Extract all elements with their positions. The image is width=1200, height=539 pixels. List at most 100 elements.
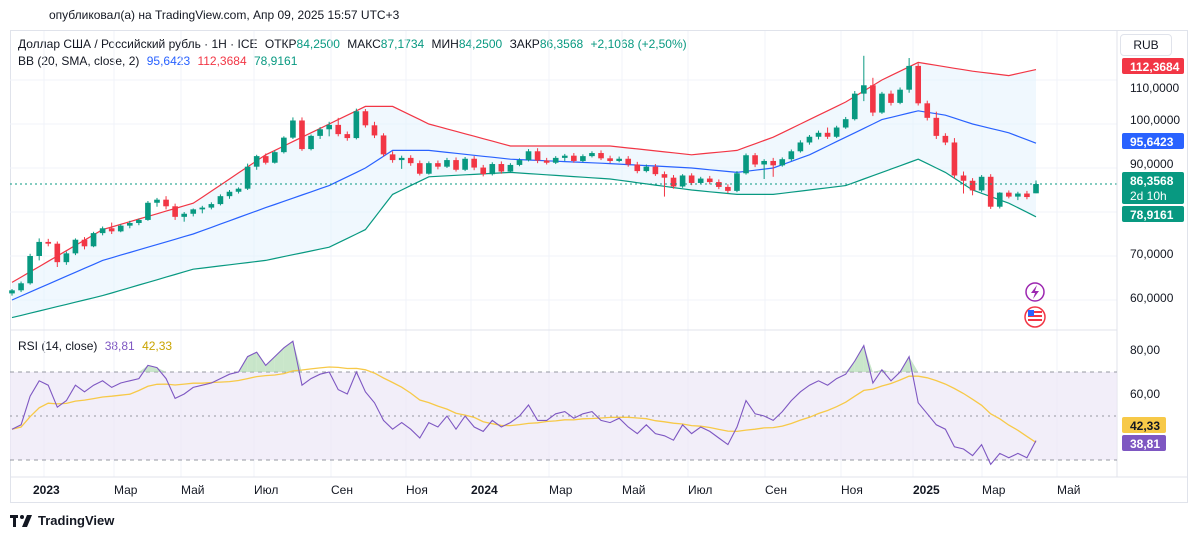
- candle-body: [643, 166, 650, 172]
- candle-body: [1024, 193, 1030, 198]
- candle-body: [72, 239, 79, 254]
- candle: [9, 289, 15, 296]
- lightning-icon[interactable]: [1025, 282, 1045, 302]
- candle-body: [580, 156, 586, 161]
- rsi-axis[interactable]: 80,00 60,00: [1130, 343, 1160, 401]
- candle: [589, 151, 595, 158]
- candle: [897, 87, 903, 105]
- candle-body: [987, 176, 994, 207]
- candle-body: [960, 175, 967, 181]
- time-tick: Май: [181, 483, 205, 497]
- currency-button[interactable]: RUB: [1120, 34, 1172, 56]
- candle: [1015, 191, 1021, 201]
- rsi-overbought-segment: [274, 347, 284, 372]
- candle: [788, 149, 795, 161]
- candle-body: [226, 191, 233, 197]
- bb-legend: BB (20, SMA, close, 2) 95,6423 112,3684 …: [18, 54, 301, 68]
- bb-upper-value: 112,3684: [197, 54, 247, 68]
- candle: [45, 238, 52, 247]
- rsi-overbought-segment: [265, 356, 275, 372]
- candle: [126, 220, 133, 229]
- time-tick: Мар: [982, 483, 1006, 497]
- rsi-overbought-segment: [147, 365, 157, 372]
- candle: [471, 156, 477, 171]
- low-value: 84,2500: [458, 37, 503, 51]
- candle-body: [779, 159, 786, 166]
- candle-body: [561, 155, 568, 158]
- candle-body: [244, 166, 251, 189]
- candle: [688, 173, 695, 186]
- lower-badge: 78,9161: [1122, 206, 1184, 222]
- candle: [72, 238, 79, 256]
- candle-body: [996, 192, 1003, 207]
- bb-name[interactable]: BB (20, SMA, close, 2): [18, 54, 140, 68]
- time-tick: Мар: [114, 483, 138, 497]
- candle: [380, 133, 387, 157]
- candle: [842, 116, 849, 129]
- candle-body: [525, 151, 532, 161]
- price-tick: 100,0000: [1130, 113, 1180, 127]
- candle-body: [199, 207, 206, 210]
- rsi-overbought-fill: [138, 341, 919, 372]
- candle: [725, 184, 731, 194]
- candle: [217, 194, 224, 206]
- candle: [552, 156, 559, 165]
- candle: [706, 175, 713, 185]
- candle: [933, 111, 940, 139]
- candle-body: [308, 135, 314, 150]
- candle-body: [271, 152, 278, 163]
- rsi-overbought-segment: [283, 341, 293, 372]
- tradingview-logo[interactable]: TradingView: [10, 513, 114, 528]
- rsi-overbought-segment: [872, 369, 882, 372]
- candle-body: [688, 175, 695, 183]
- candle: [281, 136, 287, 154]
- publish-info: опубликовал(а) на TradingView.com, Апр 0…: [49, 8, 400, 22]
- open-label: ОТКР: [264, 37, 297, 51]
- candle-body: [870, 85, 876, 113]
- candle-body: [942, 135, 949, 143]
- candle-body: [45, 241, 52, 244]
- lower-badge-text: 78,9161: [1130, 208, 1174, 222]
- price-badge-text: 86,3568: [1130, 174, 1174, 188]
- candle-body: [498, 164, 505, 172]
- candle-body: [371, 125, 378, 136]
- candle: [426, 161, 432, 175]
- price-axis[interactable]: 110,0000 100,0000 90,0000 70,0000 60,000…: [1130, 81, 1180, 305]
- candle-body: [770, 160, 777, 166]
- candle-body: [353, 111, 360, 139]
- bb-band-fill: [12, 62, 1036, 318]
- candle-body: [108, 228, 115, 232]
- time-tick: Сен: [765, 483, 787, 497]
- candle: [181, 212, 187, 222]
- candle: [697, 176, 704, 185]
- candle: [879, 91, 885, 114]
- time-axis[interactable]: 2023 Мар Май Июл Сен Ноя 2024 Мар Май Ию…: [33, 483, 1081, 497]
- candle: [27, 253, 33, 285]
- candle: [335, 117, 342, 137]
- rsi-overbought-segment: [256, 352, 266, 372]
- candle: [815, 130, 822, 140]
- candle: [634, 161, 641, 174]
- candle: [516, 158, 523, 167]
- candle: [571, 153, 577, 163]
- candle: [163, 196, 169, 210]
- candle: [108, 222, 115, 234]
- us-flag-icon[interactable]: [1024, 306, 1046, 328]
- candle: [824, 127, 831, 139]
- candle-body: [63, 253, 70, 263]
- time-tick: Июл: [688, 483, 712, 497]
- rsi-name[interactable]: RSI (14, close): [18, 339, 98, 353]
- candle: [580, 154, 586, 163]
- symbol-title[interactable]: Доллар США / Российский рубль · 1Н · ICE: [18, 37, 258, 51]
- bb-basis-line: [11, 110, 1037, 301]
- candle: [915, 63, 922, 106]
- chart-frame: [10, 30, 1188, 503]
- open-value: 84,2500: [296, 37, 340, 51]
- candle-body: [36, 241, 42, 256]
- candle-body: [516, 160, 523, 165]
- candle-body: [81, 239, 88, 247]
- candle: [861, 55, 867, 102]
- candle: [851, 91, 858, 121]
- candle: [507, 163, 514, 173]
